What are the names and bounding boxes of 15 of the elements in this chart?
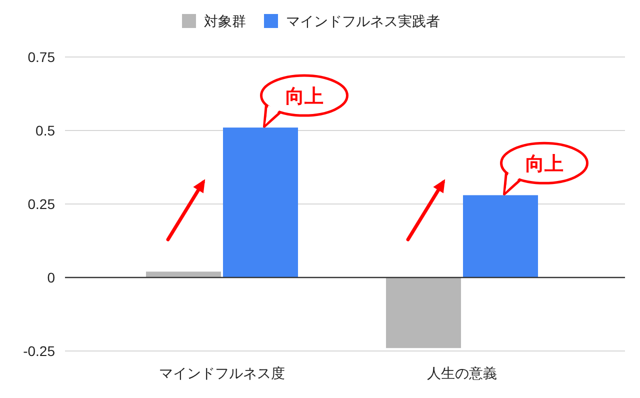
x-tick-label: マインドフルネス度 bbox=[159, 365, 285, 381]
x-tick-label: 人生の意義 bbox=[427, 365, 497, 381]
bar bbox=[386, 278, 461, 348]
y-tick-label: -0.25 bbox=[23, 343, 56, 359]
y-tick-label: 0.25 bbox=[28, 196, 56, 212]
y-tick-label: 0 bbox=[47, 270, 56, 286]
annotation: 向上 bbox=[525, 153, 564, 176]
annotation: 向上 bbox=[285, 86, 324, 108]
bar bbox=[463, 195, 538, 278]
legend-label: マインドフルネス実践者 bbox=[286, 13, 440, 29]
bar bbox=[223, 128, 298, 278]
bar bbox=[146, 272, 221, 278]
y-tick-label: 0.5 bbox=[36, 122, 56, 138]
legend-label: 対象群 bbox=[204, 13, 246, 29]
y-tick-label: 0.75 bbox=[28, 49, 56, 65]
